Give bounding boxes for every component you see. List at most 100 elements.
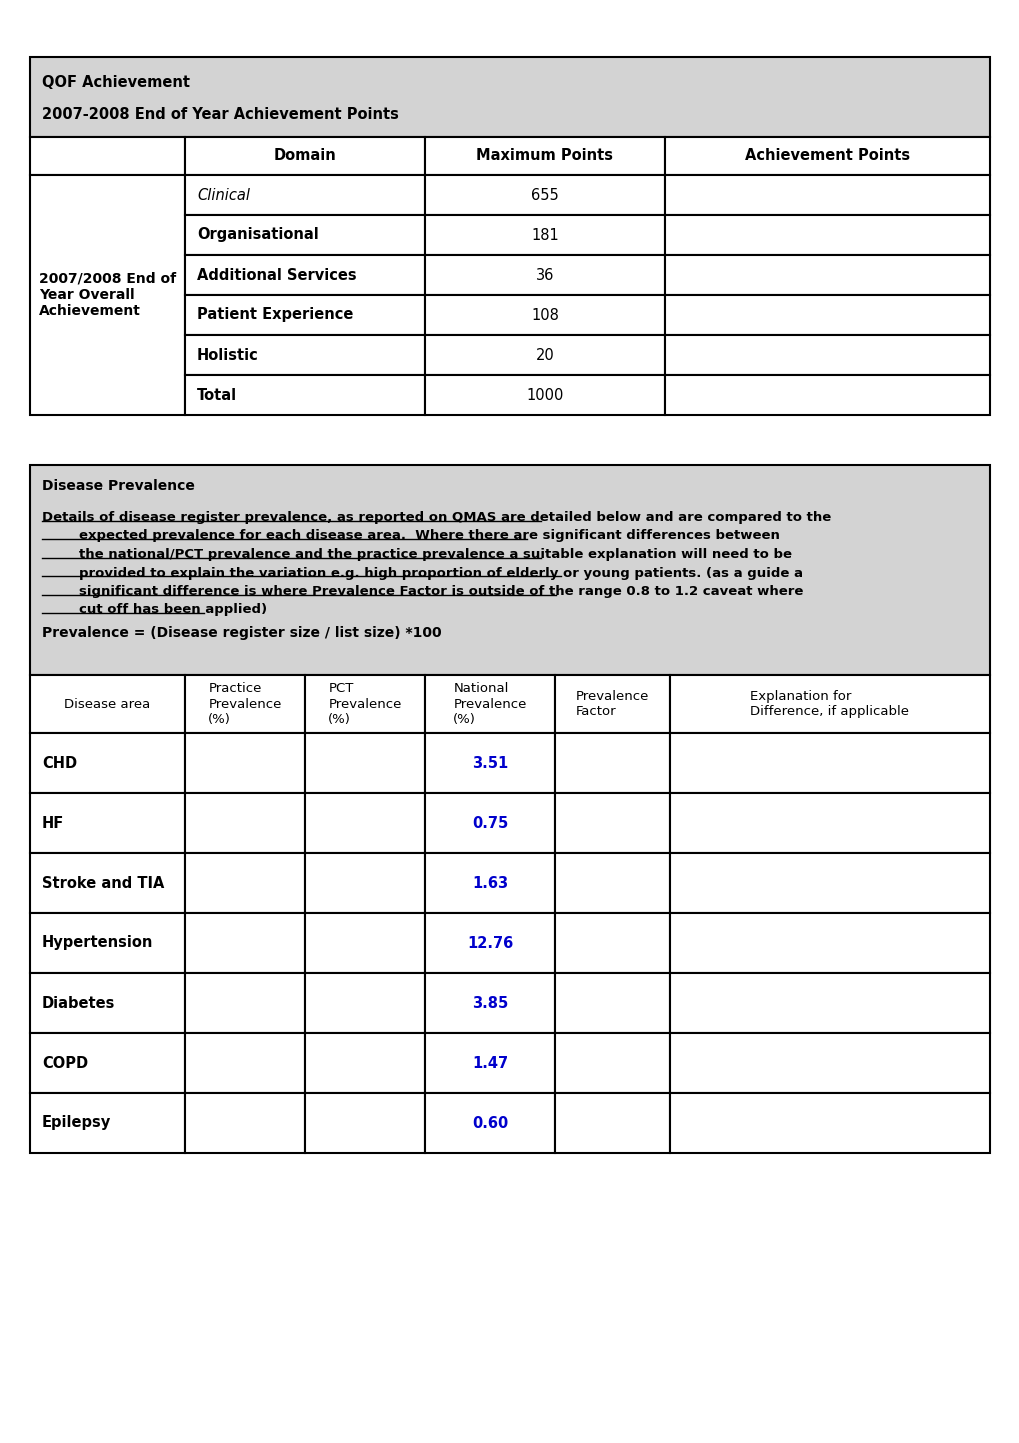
Text: QOF Achievement: QOF Achievement [42, 75, 190, 89]
Text: Clinical: Clinical [197, 188, 250, 202]
Text: 1000: 1000 [526, 388, 564, 403]
Bar [664, 215, 989, 255]
Text: Holistic: Holistic [197, 348, 259, 362]
Bar [425, 913, 554, 973]
Text: 3.51: 3.51 [472, 756, 507, 771]
Text: Organisational: Organisational [197, 228, 319, 242]
Text: Explanation for
Difference, if applicable: Explanation for Difference, if applicabl… [750, 690, 909, 719]
Bar [669, 1033, 989, 1092]
Bar [184, 255, 425, 294]
Bar [425, 675, 554, 733]
Text: significant difference is where Prevalence Factor is outside of the range 0.8 to: significant difference is where Prevalen… [42, 584, 803, 597]
Bar [425, 137, 664, 175]
Bar [669, 733, 989, 794]
Bar [305, 973, 425, 1033]
Text: 0.75: 0.75 [472, 815, 507, 831]
Bar [669, 794, 989, 853]
Text: Disease Prevalence: Disease Prevalence [42, 479, 195, 494]
Bar [184, 853, 305, 913]
Bar [30, 853, 184, 913]
Bar [425, 973, 554, 1033]
Bar [425, 375, 664, 416]
Bar [184, 215, 425, 255]
Bar [305, 794, 425, 853]
Bar [184, 375, 425, 416]
Bar [305, 853, 425, 913]
Bar [425, 733, 554, 794]
Bar [30, 794, 184, 853]
Bar [184, 335, 425, 375]
Bar [425, 794, 554, 853]
Text: Prevalence = (Disease register size / list size) *100: Prevalence = (Disease register size / li… [42, 626, 441, 641]
Bar [184, 794, 305, 853]
Bar [669, 853, 989, 913]
Text: Patient Experience: Patient Experience [197, 307, 353, 322]
Text: provided to explain the variation e.g. high proportion of elderly or young patie: provided to explain the variation e.g. h… [42, 567, 802, 580]
Bar [30, 465, 989, 675]
Bar [664, 137, 989, 175]
Text: Details of disease register prevalence, as reported on QMAS are detailed below a: Details of disease register prevalence, … [42, 511, 830, 524]
Bar [30, 137, 184, 175]
Bar [305, 913, 425, 973]
Bar [425, 255, 664, 294]
Bar [554, 733, 669, 794]
Bar [184, 675, 305, 733]
Text: Prevalence
Factor: Prevalence Factor [576, 690, 648, 719]
Bar [669, 973, 989, 1033]
Text: Diabetes: Diabetes [42, 996, 115, 1010]
Bar [184, 1033, 305, 1092]
Text: 655: 655 [531, 188, 558, 202]
Bar [30, 1033, 184, 1092]
Bar [425, 853, 554, 913]
Bar [184, 973, 305, 1033]
Bar [664, 375, 989, 416]
Bar [30, 913, 184, 973]
Bar [425, 215, 664, 255]
Bar [184, 294, 425, 335]
Text: cut off has been applied): cut off has been applied) [42, 603, 267, 616]
Bar [554, 675, 669, 733]
Bar [30, 973, 184, 1033]
Text: 108: 108 [531, 307, 558, 322]
Text: 1.47: 1.47 [472, 1055, 507, 1071]
Bar [425, 294, 664, 335]
Bar [425, 1092, 554, 1153]
Bar [425, 1033, 554, 1092]
Text: Stroke and TIA: Stroke and TIA [42, 876, 164, 890]
Text: Additional Services: Additional Services [197, 267, 357, 283]
Text: Maximum Points: Maximum Points [476, 149, 612, 163]
Bar [554, 794, 669, 853]
Bar [184, 175, 425, 215]
Bar [669, 1092, 989, 1153]
Bar [184, 733, 305, 794]
Bar [184, 137, 425, 175]
Text: Hypertension: Hypertension [42, 935, 153, 951]
Text: Total: Total [197, 388, 236, 403]
Text: expected prevalence for each disease area.  Where there are significant differen: expected prevalence for each disease are… [42, 530, 784, 543]
Bar [554, 1092, 669, 1153]
Text: 181: 181 [531, 228, 558, 242]
Text: Domain: Domain [273, 149, 336, 163]
Text: 1.63: 1.63 [472, 876, 507, 890]
Bar [184, 913, 305, 973]
Text: Practice
Prevalence
(%): Practice Prevalence (%) [208, 683, 281, 726]
Text: 2007-2008 End of Year Achievement Points: 2007-2008 End of Year Achievement Points [42, 107, 398, 123]
Text: 20: 20 [535, 348, 554, 362]
Text: Disease area: Disease area [64, 697, 151, 710]
Bar [184, 1092, 305, 1153]
Bar [305, 733, 425, 794]
Text: 2007/2008 End of
Year Overall
Achievement: 2007/2008 End of Year Overall Achievemen… [39, 271, 176, 319]
Bar [664, 175, 989, 215]
Bar [30, 175, 184, 416]
Text: 36: 36 [535, 267, 553, 283]
Text: the national/PCT prevalence and the practice prevalence a suitable explanation w: the national/PCT prevalence and the prac… [42, 548, 791, 561]
Bar [30, 675, 184, 733]
Bar [305, 1033, 425, 1092]
Bar [664, 255, 989, 294]
Text: National
Prevalence
(%): National Prevalence (%) [452, 683, 526, 726]
Bar [30, 58, 989, 137]
Text: PCT
Prevalence
(%): PCT Prevalence (%) [328, 683, 401, 726]
Text: HF: HF [42, 815, 64, 831]
Bar [554, 973, 669, 1033]
Text: CHD: CHD [42, 756, 77, 771]
